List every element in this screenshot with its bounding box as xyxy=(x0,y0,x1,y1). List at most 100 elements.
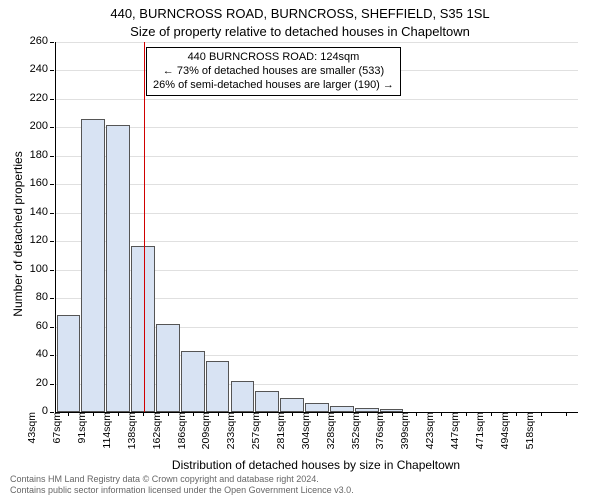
bar xyxy=(57,315,81,412)
x-tick-label: 257sqm xyxy=(250,412,262,460)
y-tick-label: 260 xyxy=(30,35,48,47)
gridline xyxy=(56,99,578,100)
reference-line xyxy=(144,42,145,412)
chart-container: 440, BURNCROSS ROAD, BURNCROSS, SHEFFIEL… xyxy=(0,0,600,500)
y-tick-label: 80 xyxy=(36,291,48,303)
x-tick-mark xyxy=(367,412,368,416)
y-tick-label: 200 xyxy=(30,120,48,132)
y-tick-label: 100 xyxy=(30,263,48,275)
y-tick-label: 240 xyxy=(30,63,48,75)
x-tick-label: 91sqm xyxy=(76,412,88,460)
y-tick-mark xyxy=(50,70,54,71)
x-tick-mark xyxy=(168,412,169,416)
x-tick-label: 352sqm xyxy=(350,412,362,460)
x-tick-mark xyxy=(68,412,69,416)
x-tick-label: 43sqm xyxy=(26,412,38,460)
x-tick-mark xyxy=(193,412,194,416)
y-tick-mark xyxy=(50,213,54,214)
x-tick-label: 447sqm xyxy=(449,412,461,460)
x-tick-label: 138sqm xyxy=(126,412,138,460)
y-axis-label-container: Number of detached properties xyxy=(8,42,22,412)
y-tick-label: 180 xyxy=(30,149,48,161)
bar xyxy=(81,119,105,412)
y-tick-mark xyxy=(50,99,54,100)
x-tick-mark xyxy=(242,412,243,416)
x-tick-label: 209sqm xyxy=(200,412,212,460)
x-tick-label: 376sqm xyxy=(374,412,386,460)
gridline xyxy=(56,42,578,43)
gridline xyxy=(56,184,578,185)
annotation-line1: 440 BURNCROSS ROAD: 124sqm xyxy=(153,51,394,65)
x-tick-mark xyxy=(93,412,94,416)
y-tick-label: 0 xyxy=(42,405,48,417)
y-tick-mark xyxy=(50,384,54,385)
x-tick-mark xyxy=(118,412,119,416)
x-tick-label: 186sqm xyxy=(176,412,188,460)
x-tick-label: 518sqm xyxy=(524,412,536,460)
y-tick-mark xyxy=(50,241,54,242)
bar xyxy=(106,125,130,412)
y-tick-mark xyxy=(50,156,54,157)
footer-line1: Contains HM Land Registry data © Crown c… xyxy=(10,474,354,485)
y-tick-mark xyxy=(50,184,54,185)
bar xyxy=(280,398,304,412)
chart-title-line1: 440, BURNCROSS ROAD, BURNCROSS, SHEFFIEL… xyxy=(0,6,600,21)
x-tick-mark xyxy=(466,412,467,416)
gridline xyxy=(56,127,578,128)
x-tick-mark xyxy=(218,412,219,416)
bar xyxy=(181,351,205,412)
y-tick-label: 160 xyxy=(30,177,48,189)
y-tick-label: 140 xyxy=(30,206,48,218)
x-tick-mark xyxy=(392,412,393,416)
chart-title-line2: Size of property relative to detached ho… xyxy=(0,24,600,39)
x-tick-label: 494sqm xyxy=(499,412,511,460)
annotation-line3: 26% of semi-detached houses are larger (… xyxy=(153,79,394,93)
plot-area: 02040608010012014016018020022024026043sq… xyxy=(55,42,578,413)
x-axis-label: Distribution of detached houses by size … xyxy=(55,458,577,472)
y-tick-label: 220 xyxy=(30,92,48,104)
y-tick-label: 20 xyxy=(36,377,48,389)
y-tick-label: 40 xyxy=(36,348,48,360)
bar xyxy=(206,361,230,412)
y-tick-mark xyxy=(50,355,54,356)
y-tick-label: 60 xyxy=(36,320,48,332)
x-tick-mark xyxy=(317,412,318,416)
x-tick-label: 399sqm xyxy=(399,412,411,460)
bar xyxy=(156,324,180,412)
x-tick-label: 328sqm xyxy=(325,412,337,460)
x-tick-mark xyxy=(267,412,268,416)
bar xyxy=(231,381,255,412)
x-tick-label: 423sqm xyxy=(424,412,436,460)
x-tick-mark xyxy=(143,412,144,416)
x-tick-label: 281sqm xyxy=(275,412,287,460)
y-tick-mark xyxy=(50,127,54,128)
x-tick-label: 233sqm xyxy=(225,412,237,460)
x-tick-label: 471sqm xyxy=(474,412,486,460)
gridline xyxy=(56,156,578,157)
y-tick-mark xyxy=(50,42,54,43)
x-tick-label: 162sqm xyxy=(151,412,163,460)
x-tick-mark xyxy=(292,412,293,416)
bar xyxy=(255,391,279,412)
x-tick-mark xyxy=(416,412,417,416)
x-tick-label: 114sqm xyxy=(101,412,113,460)
annotation-box: 440 BURNCROSS ROAD: 124sqm← 73% of detac… xyxy=(146,47,401,96)
x-tick-mark xyxy=(342,412,343,416)
x-tick-mark xyxy=(441,412,442,416)
y-axis-label: Number of detached properties xyxy=(11,144,25,324)
y-tick-mark xyxy=(50,298,54,299)
x-tick-label: 67sqm xyxy=(51,412,63,460)
x-tick-mark xyxy=(491,412,492,416)
annotation-line2: ← 73% of detached houses are smaller (53… xyxy=(153,65,394,79)
gridline xyxy=(56,241,578,242)
gridline xyxy=(56,213,578,214)
bar xyxy=(305,403,329,412)
footer-attribution: Contains HM Land Registry data © Crown c… xyxy=(10,474,354,496)
x-tick-mark xyxy=(566,412,567,416)
y-tick-mark xyxy=(50,270,54,271)
x-tick-label: 304sqm xyxy=(300,412,312,460)
x-tick-mark xyxy=(516,412,517,416)
y-tick-label: 120 xyxy=(30,234,48,246)
y-tick-mark xyxy=(50,327,54,328)
footer-line2: Contains public sector information licen… xyxy=(10,485,354,496)
